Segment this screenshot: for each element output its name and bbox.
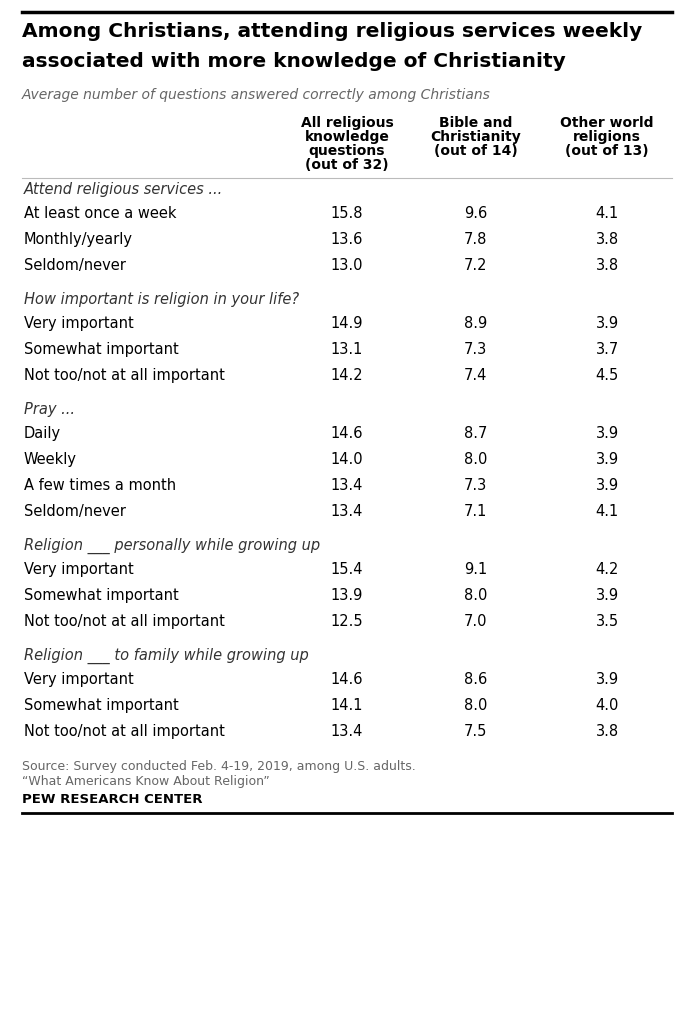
Text: 4.1: 4.1 (595, 504, 619, 519)
Text: Among Christians, attending religious services weekly: Among Christians, attending religious se… (22, 22, 642, 41)
Text: Average number of questions answered correctly among Christians: Average number of questions answered cor… (22, 88, 491, 102)
Text: 4.0: 4.0 (595, 698, 619, 713)
Text: Not too/not at all important: Not too/not at all important (24, 368, 225, 383)
Text: questions: questions (309, 144, 385, 158)
Text: 13.4: 13.4 (331, 478, 363, 493)
Text: 7.3: 7.3 (464, 478, 487, 493)
Text: Somewhat important: Somewhat important (24, 588, 179, 603)
Text: 14.9: 14.9 (331, 316, 363, 331)
Text: 9.1: 9.1 (464, 562, 487, 577)
Text: (out of 14): (out of 14) (434, 144, 517, 158)
Text: 3.9: 3.9 (595, 672, 619, 687)
Text: 8.0: 8.0 (464, 588, 487, 603)
Text: 14.2: 14.2 (330, 368, 364, 383)
Text: 14.0: 14.0 (330, 452, 364, 467)
Text: At least once a week: At least once a week (24, 206, 176, 221)
Text: 4.5: 4.5 (595, 368, 619, 383)
Text: All religious: All religious (301, 116, 393, 130)
Text: Very important: Very important (24, 672, 134, 687)
Text: 3.9: 3.9 (595, 426, 619, 441)
Text: 13.6: 13.6 (331, 232, 363, 247)
Text: 9.6: 9.6 (464, 206, 487, 221)
Text: associated with more knowledge of Christianity: associated with more knowledge of Christ… (22, 52, 566, 71)
Text: 7.1: 7.1 (464, 504, 487, 519)
Text: 7.5: 7.5 (464, 724, 487, 739)
Text: 3.7: 3.7 (595, 342, 619, 357)
Text: 14.6: 14.6 (331, 426, 363, 441)
Text: 14.1: 14.1 (331, 698, 363, 713)
Text: knowledge: knowledge (305, 130, 389, 144)
Text: 7.0: 7.0 (464, 614, 487, 629)
Text: Source: Survey conducted Feb. 4-19, 2019, among U.S. adults.: Source: Survey conducted Feb. 4-19, 2019… (22, 760, 416, 773)
Text: Somewhat important: Somewhat important (24, 698, 179, 713)
Text: Monthly/yearly: Monthly/yearly (24, 232, 133, 247)
Text: Daily: Daily (24, 426, 61, 441)
Text: 8.9: 8.9 (464, 316, 487, 331)
Text: 4.2: 4.2 (595, 562, 619, 577)
Text: Not too/not at all important: Not too/not at all important (24, 724, 225, 739)
Text: 3.8: 3.8 (595, 724, 619, 739)
Text: Bible and: Bible and (439, 116, 512, 130)
Text: Christianity: Christianity (430, 130, 520, 144)
Text: religions: religions (573, 130, 641, 144)
Text: 3.8: 3.8 (595, 232, 619, 247)
Text: 4.1: 4.1 (595, 206, 619, 221)
Text: 13.0: 13.0 (331, 258, 363, 273)
Text: 14.6: 14.6 (331, 672, 363, 687)
Text: “What Americans Know About Religion”: “What Americans Know About Religion” (22, 775, 270, 788)
Text: 3.9: 3.9 (595, 316, 619, 331)
Text: 12.5: 12.5 (330, 614, 364, 629)
Text: (out of 13): (out of 13) (566, 144, 649, 158)
Text: 3.9: 3.9 (595, 588, 619, 603)
Text: Attend religious services ...: Attend religious services ... (24, 182, 223, 197)
Text: Seldom/never: Seldom/never (24, 504, 126, 519)
Text: 3.9: 3.9 (595, 452, 619, 467)
Text: Very important: Very important (24, 316, 134, 331)
Text: 3.8: 3.8 (595, 258, 619, 273)
Text: Somewhat important: Somewhat important (24, 342, 179, 357)
Text: (out of 32): (out of 32) (305, 158, 389, 172)
Text: 8.0: 8.0 (464, 452, 487, 467)
Text: 13.1: 13.1 (331, 342, 363, 357)
Text: 7.2: 7.2 (464, 258, 487, 273)
Text: Weekly: Weekly (24, 452, 77, 467)
Text: Other world: Other world (561, 116, 654, 130)
Text: Religion ___ personally while growing up: Religion ___ personally while growing up (24, 538, 320, 554)
Text: 7.4: 7.4 (464, 368, 487, 383)
Text: 13.4: 13.4 (331, 504, 363, 519)
Text: Not too/not at all important: Not too/not at all important (24, 614, 225, 629)
Text: 15.8: 15.8 (331, 206, 363, 221)
Text: Seldom/never: Seldom/never (24, 258, 126, 273)
Text: 3.5: 3.5 (595, 614, 619, 629)
Text: PEW RESEARCH CENTER: PEW RESEARCH CENTER (22, 793, 203, 806)
Text: 13.4: 13.4 (331, 724, 363, 739)
Text: A few times a month: A few times a month (24, 478, 176, 493)
Text: 13.9: 13.9 (331, 588, 363, 603)
Text: 7.8: 7.8 (464, 232, 487, 247)
Text: 7.3: 7.3 (464, 342, 487, 357)
Text: How important is religion in your life?: How important is religion in your life? (24, 292, 299, 307)
Text: 8.0: 8.0 (464, 698, 487, 713)
Text: 15.4: 15.4 (331, 562, 363, 577)
Text: Very important: Very important (24, 562, 134, 577)
Text: Pray ...: Pray ... (24, 402, 75, 417)
Text: 3.9: 3.9 (595, 478, 619, 493)
Text: 8.7: 8.7 (464, 426, 487, 441)
Text: Religion ___ to family while growing up: Religion ___ to family while growing up (24, 648, 309, 665)
Text: 8.6: 8.6 (464, 672, 487, 687)
